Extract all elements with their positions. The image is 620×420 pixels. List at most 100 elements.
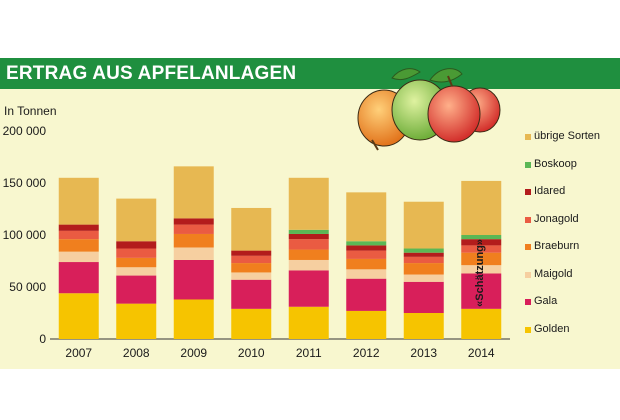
bar-segment-gala-2012 (346, 278, 387, 311)
bar-segment-gala-2009 (173, 259, 214, 300)
bar-segment-golden-2012 (346, 310, 387, 339)
legend-label: übrige Sorten (534, 130, 601, 142)
x-tick-label: 2007 (65, 346, 92, 360)
y-tick-label: 200 000 (3, 124, 47, 138)
bar-segment-braeburn-2011 (288, 249, 329, 260)
bar-segment-gala-2010 (231, 279, 272, 309)
bar-segment-boskoop-2011 (288, 229, 329, 234)
y-tick-label: 50 000 (9, 280, 46, 294)
legend-item: Boskoop (525, 157, 577, 170)
x-tick-label: 2013 (410, 346, 437, 360)
bar-segment--brige-sorten-2010 (231, 207, 272, 251)
legend-item: übrige Sorten (525, 130, 601, 142)
bar-segment-braeburn-2010 (231, 263, 272, 273)
legend-swatch (525, 134, 531, 140)
legend-label: Gala (534, 295, 558, 307)
bar-segment-maigold-2010 (231, 272, 272, 280)
bar-segment-golden-2007 (58, 293, 99, 339)
y-tick-label: 0 (39, 332, 46, 346)
legend-swatch (525, 189, 531, 195)
legend-item: Gala (525, 295, 558, 307)
bar-segment-braeburn-2012 (346, 258, 387, 270)
legend-item: Golden (525, 322, 570, 335)
bar-segment-golden-2010 (231, 308, 272, 339)
bar-segment--brige-sorten-2012 (346, 192, 387, 242)
bar-segment-gala-2008 (116, 275, 157, 304)
bar-segment-golden-2013 (403, 313, 444, 339)
x-tick-label: 2010 (238, 346, 265, 360)
bar-segment-golden-2014 (461, 308, 502, 339)
bar-segment-braeburn-2013 (403, 263, 444, 275)
bar-segment--brige-sorten-2011 (288, 177, 329, 230)
bar-segment-boskoop-2014 (461, 235, 502, 240)
y-tick-label: 150 000 (3, 176, 47, 190)
bar-segment-maigold-2012 (346, 269, 387, 279)
estimate-annotation: «Schätzung» (474, 239, 486, 307)
legend-label: Braeburn (534, 240, 580, 252)
bar-segment-idared-2009 (173, 218, 214, 225)
bar-segment--brige-sorten-2009 (173, 166, 214, 219)
bar-segment-idared-2012 (346, 245, 387, 251)
title-banner (0, 58, 620, 89)
legend-item: Maigold (525, 267, 573, 280)
bar-segment-jonagold-2014 (461, 245, 502, 253)
bar-segment-maigold-2014 (461, 265, 502, 274)
bar-segment-jonagold-2010 (231, 255, 272, 264)
bar-segment-gala-2011 (288, 270, 329, 307)
legend-swatch (525, 216, 531, 223)
bar-segment-jonagold-2008 (116, 248, 157, 258)
bar-segment-golden-2009 (173, 299, 214, 339)
y-tick-label: 100 000 (3, 228, 47, 242)
bar-segment-braeburn-2007 (58, 239, 99, 252)
bar-segment-idared-2010 (231, 250, 272, 256)
legend-item: Braeburn (525, 240, 580, 252)
legend-label: Maigold (534, 267, 573, 280)
legend-item: Jonagold (525, 212, 579, 225)
legend-swatch (525, 244, 531, 250)
legend-item: Idared (525, 185, 566, 197)
y-unit-label: In Tonnen (4, 104, 57, 118)
bar-segment-gala-2014 (461, 273, 502, 309)
x-tick-label: 2012 (353, 346, 380, 360)
bar-segment-idared-2008 (116, 241, 157, 249)
legend-swatch (525, 299, 531, 305)
bar-segment-idared-2007 (58, 224, 99, 231)
bar-segment-braeburn-2008 (116, 257, 157, 268)
bar-segment-boskoop-2013 (403, 248, 444, 253)
bar-segment-braeburn-2009 (173, 233, 214, 248)
x-tick-label: 2014 (468, 346, 495, 360)
chart-title: ERTRAG AUS APFELANLAGEN (6, 63, 297, 84)
bar-segment-jonagold-2013 (403, 256, 444, 264)
bar-segment-boskoop-2012 (346, 241, 387, 246)
bar-segment-gala-2007 (58, 262, 99, 294)
bar-segment-gala-2013 (403, 281, 444, 313)
bar-segment-maigold-2009 (173, 247, 214, 260)
bar-segment-braeburn-2014 (461, 252, 502, 266)
bar-segment-idared-2011 (288, 233, 329, 240)
legend-label: Golden (534, 322, 570, 335)
bar-segment-golden-2008 (116, 303, 157, 339)
bar-segment-maigold-2013 (403, 274, 444, 282)
legend-swatch (525, 326, 531, 333)
bar-segment-jonagold-2007 (58, 230, 99, 240)
legend-label: Boskoop (534, 157, 577, 170)
bar-segment-jonagold-2012 (346, 250, 387, 259)
bar-segment-maigold-2007 (58, 251, 99, 263)
bar-segment-maigold-2011 (288, 259, 329, 271)
x-tick-label: 2008 (123, 346, 150, 360)
bar-segment--brige-sorten-2007 (58, 177, 99, 225)
bar-segment--brige-sorten-2013 (403, 201, 444, 249)
bar-segment--brige-sorten-2014 (461, 180, 502, 235)
legend-label: Jonagold (534, 212, 579, 225)
legend-label: Idared (534, 185, 566, 197)
legend-swatch (525, 161, 531, 168)
x-tick-label: 2011 (296, 346, 322, 360)
bar-segment-maigold-2008 (116, 267, 157, 276)
bar-segment-jonagold-2009 (173, 224, 214, 234)
legend-swatch (525, 271, 531, 278)
bar-segment-idared-2014 (461, 239, 502, 246)
bar-segment-idared-2013 (403, 252, 444, 257)
bar-segment--brige-sorten-2008 (116, 198, 157, 242)
